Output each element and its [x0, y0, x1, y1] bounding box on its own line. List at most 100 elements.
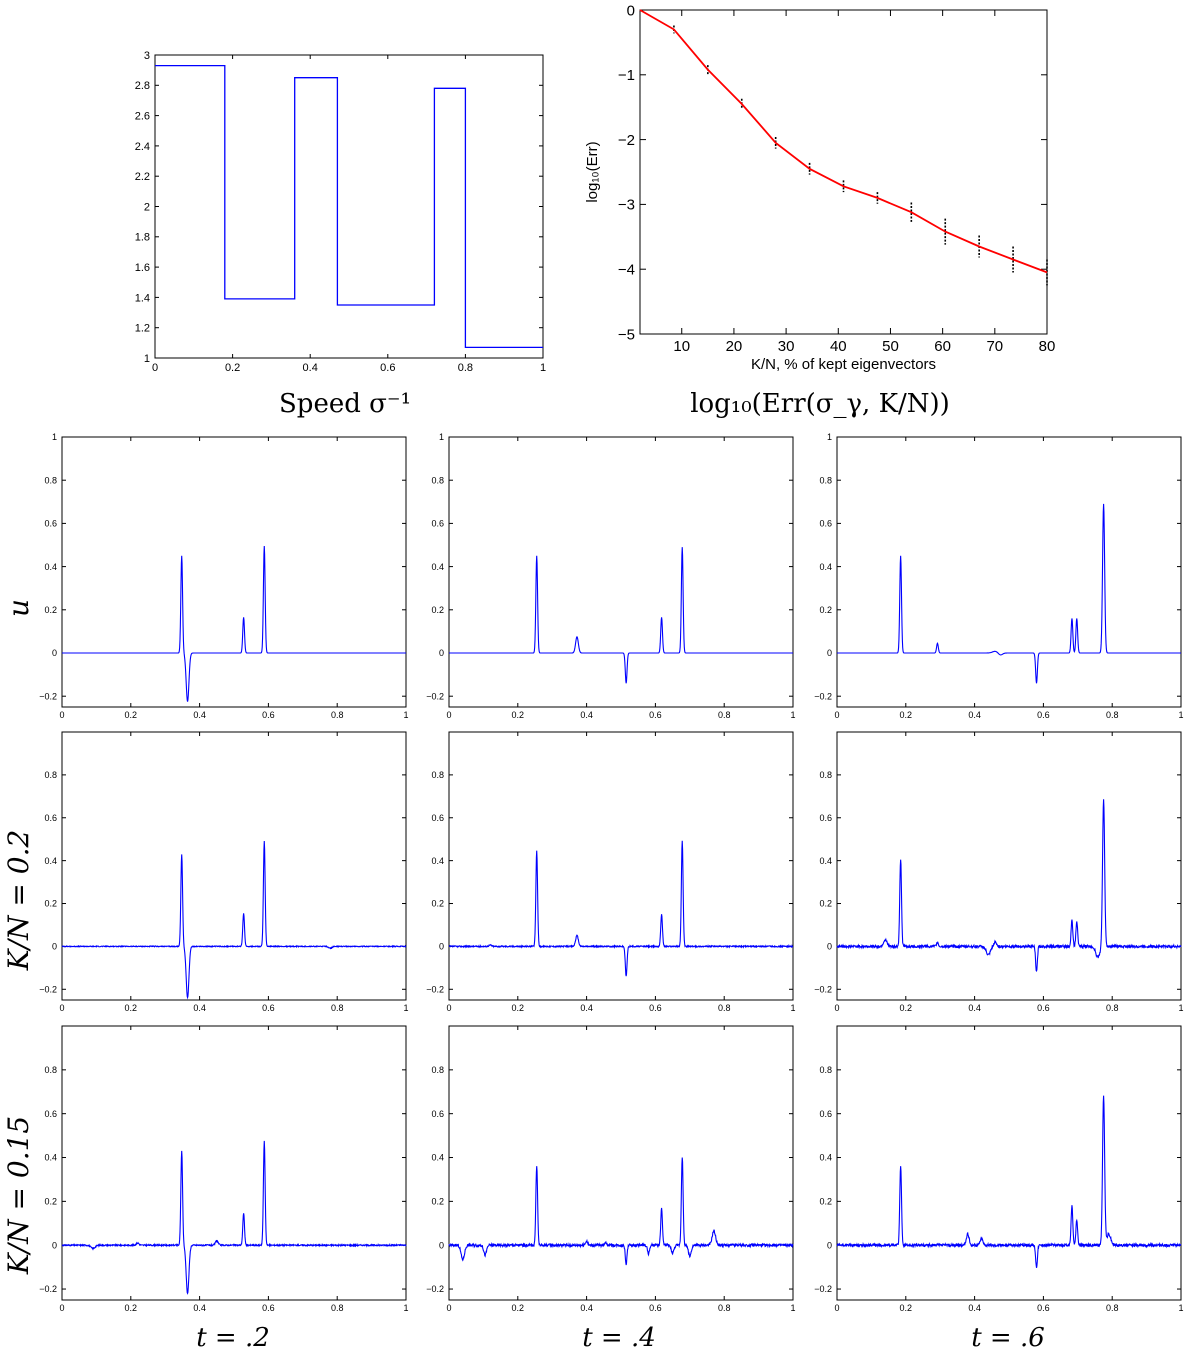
error-xtick-label-6: 70 — [986, 338, 1003, 355]
panel-r0-c0-xtick-label-2: 0.4 — [193, 710, 206, 720]
panel-r2-c0-xtick-label-1: 0.2 — [125, 1303, 138, 1313]
panel-r0-c0-ytick-label-3: 0.4 — [44, 562, 57, 572]
panel-r0-c2-wave-line — [837, 503, 1181, 684]
speed-ytick-label-0: 1 — [144, 353, 150, 365]
panel-r2-c0-ytick-label-1: 0 — [52, 1240, 57, 1250]
panel-r0-c1-ytick-label-5: 0.8 — [431, 475, 444, 485]
panel-r0-c1-ytick-label-4: 0.6 — [431, 519, 444, 529]
panel-r1-c2-xtick-label-3: 0.6 — [1037, 1003, 1050, 1013]
panel-r2-c0-wave-line — [61, 1140, 407, 1295]
error-ytick-label-3: −3 — [618, 197, 635, 214]
panel-r0-c1-xtick-label-4: 0.8 — [718, 710, 731, 720]
speed-ytick-label-5: 2 — [144, 201, 150, 213]
error-xlabel: K/N, % of kept eigenvectors — [751, 356, 936, 373]
speed-xtick-label-3: 0.6 — [380, 362, 395, 374]
panel-r2-c2-xtick-label-2: 0.4 — [968, 1303, 981, 1313]
panel-r2-c1-xtick-label-1: 0.2 — [512, 1303, 525, 1313]
panel-r1-c0-xtick-label-4: 0.8 — [331, 1003, 344, 1013]
panel-r2-c2-xtick-label-4: 0.8 — [1106, 1303, 1119, 1313]
speed-xtick-label-1: 0.2 — [225, 362, 240, 374]
panel-r2-c2-axes-frame — [836, 1025, 1182, 1301]
panel-r0-c0-ytick-label-0: −0.2 — [39, 691, 57, 701]
error-xtick-label-3: 40 — [830, 338, 847, 355]
panel-r1-c0-axes-frame — [61, 731, 407, 1001]
panel-r1-c0-ytick-label-4: 0.6 — [44, 813, 57, 823]
panel-r1-c2-ytick-label-3: 0.4 — [819, 856, 832, 866]
error-xtick-label-5: 60 — [934, 338, 951, 355]
panel-r2-c2-ytick-label-5: 0.8 — [819, 1065, 832, 1075]
row-label-2: K/N = 0.15 — [2, 1116, 35, 1275]
speed-axes-frame — [154, 54, 544, 359]
panel-r2-c2-xtick-label-5: 1 — [1178, 1303, 1183, 1313]
error-xtick-label-1: 20 — [726, 338, 743, 355]
speed-ytick-label-3: 1.6 — [135, 262, 150, 274]
panel-r0-c1-ytick-label-3: 0.4 — [431, 562, 444, 572]
col-label-1: t = .4 — [582, 1323, 656, 1353]
error-xtick-label-7: 80 — [1039, 338, 1056, 355]
panel-r0-c1-ytick-label-2: 0.2 — [431, 605, 444, 615]
panel-r2-c1-ytick-label-4: 0.6 — [431, 1109, 444, 1119]
panel-r1-c1-axes-frame — [448, 731, 794, 1001]
panel-r0-c2-ytick-label-3: 0.4 — [819, 562, 832, 572]
panel-r2-c1-xtick-label-2: 0.4 — [580, 1303, 593, 1313]
speed-xtick-label-2: 0.4 — [303, 362, 318, 374]
panel-r2-c2-ytick-label-1: 0 — [827, 1240, 832, 1250]
panel-r1-c0-xtick-label-5: 1 — [403, 1003, 408, 1013]
panel-r2-c2-ytick-label-4: 0.6 — [819, 1109, 832, 1119]
error-xtick-label-0: 10 — [673, 338, 690, 355]
panel-r2-c0-ytick-label-3: 0.4 — [44, 1153, 57, 1163]
panel-r0-c2-ytick-label-4: 0.6 — [819, 519, 832, 529]
panel-r1-c1-xtick-label-4: 0.8 — [718, 1003, 731, 1013]
panel-r2-c2-xtick-label-3: 0.6 — [1037, 1303, 1050, 1313]
row-label-0: u — [2, 599, 35, 617]
speed-ytick-label-1: 1.2 — [135, 323, 150, 335]
speed-series-line — [155, 64, 543, 349]
panel-r2-c2-ytick-label-3: 0.4 — [819, 1153, 832, 1163]
speed-xtick-label-0: 0 — [152, 362, 158, 374]
panel-r0-c0-ytick-label-5: 0.8 — [44, 475, 57, 485]
panel-r2-c1-xtick-label-5: 1 — [790, 1303, 795, 1313]
speed-ytick-label-10: 3 — [144, 50, 150, 62]
speed-xtick-label-5: 1 — [540, 362, 546, 374]
panel-r1-c0-xtick-label-3: 0.6 — [262, 1003, 275, 1013]
panel-r0-c2-xtick-label-2: 0.4 — [968, 710, 981, 720]
panel-r0-c1-xtick-label-5: 1 — [790, 710, 795, 720]
panel-r2-c0-ytick-label-0: −0.2 — [39, 1284, 57, 1294]
panel-r0-c2-ytick-label-6: 1 — [827, 432, 832, 442]
panel-r0-c0-ytick-label-1: 0 — [52, 648, 57, 658]
panel-r0-c1-ytick-label-0: −0.2 — [426, 691, 444, 701]
col-label-0: t = .2 — [196, 1323, 270, 1353]
speed-caption: Speed σ⁻¹ — [279, 389, 411, 419]
panel-r1-c2-axes-frame — [836, 731, 1182, 1001]
panel-r2-c1-ytick-label-1: 0 — [439, 1240, 444, 1250]
panel-r0-c2-xtick-label-1: 0.2 — [900, 710, 913, 720]
panel-r1-c0-wave-line — [61, 840, 407, 1000]
speed-xtick-label-4: 0.8 — [458, 362, 473, 374]
panel-r0-c1-axes-frame — [448, 436, 794, 708]
panel-r2-c2-ytick-label-2: 0.2 — [819, 1197, 832, 1207]
panel-r2-c2-xtick-label-0: 0 — [834, 1303, 839, 1313]
error-xtick-label-2: 30 — [778, 338, 795, 355]
panel-r0-c2-xtick-label-3: 0.6 — [1037, 710, 1050, 720]
panel-r1-c1-ytick-label-4: 0.6 — [431, 813, 444, 823]
panel-r0-c1-xtick-label-0: 0 — [446, 710, 451, 720]
panel-r1-c2-xtick-label-0: 0 — [834, 1003, 839, 1013]
panel-r1-c0-ytick-label-5: 0.8 — [44, 770, 57, 780]
panel-r0-c1-ytick-label-1: 0 — [439, 648, 444, 658]
panel-r2-c0-xtick-label-3: 0.6 — [262, 1303, 275, 1313]
panel-r2-c1-xtick-label-0: 0 — [446, 1303, 451, 1313]
panel-r0-c0-wave-line — [62, 546, 406, 702]
panel-r0-c0-xtick-label-4: 0.8 — [331, 710, 344, 720]
panel-r2-c0-xtick-label-0: 0 — [59, 1303, 64, 1313]
speed-ytick-label-8: 2.6 — [135, 110, 150, 122]
panel-r0-c1-xtick-label-1: 0.2 — [512, 710, 525, 720]
panel-r1-c0-ytick-label-1: 0 — [52, 942, 57, 952]
speed-ytick-label-2: 1.4 — [135, 292, 150, 304]
panel-r0-c2-axes-frame — [836, 436, 1182, 708]
panel-r1-c2-ytick-label-1: 0 — [827, 942, 832, 952]
panel-r1-c2-xtick-label-5: 1 — [1178, 1003, 1183, 1013]
speed-ytick-label-6: 2.2 — [135, 171, 150, 183]
error-caption: log₁₀(Err(σ_γ, K/N)) — [690, 389, 950, 419]
error-ytick-label-1: −1 — [618, 67, 635, 84]
panel-r1-c2-xtick-label-2: 0.4 — [968, 1003, 981, 1013]
